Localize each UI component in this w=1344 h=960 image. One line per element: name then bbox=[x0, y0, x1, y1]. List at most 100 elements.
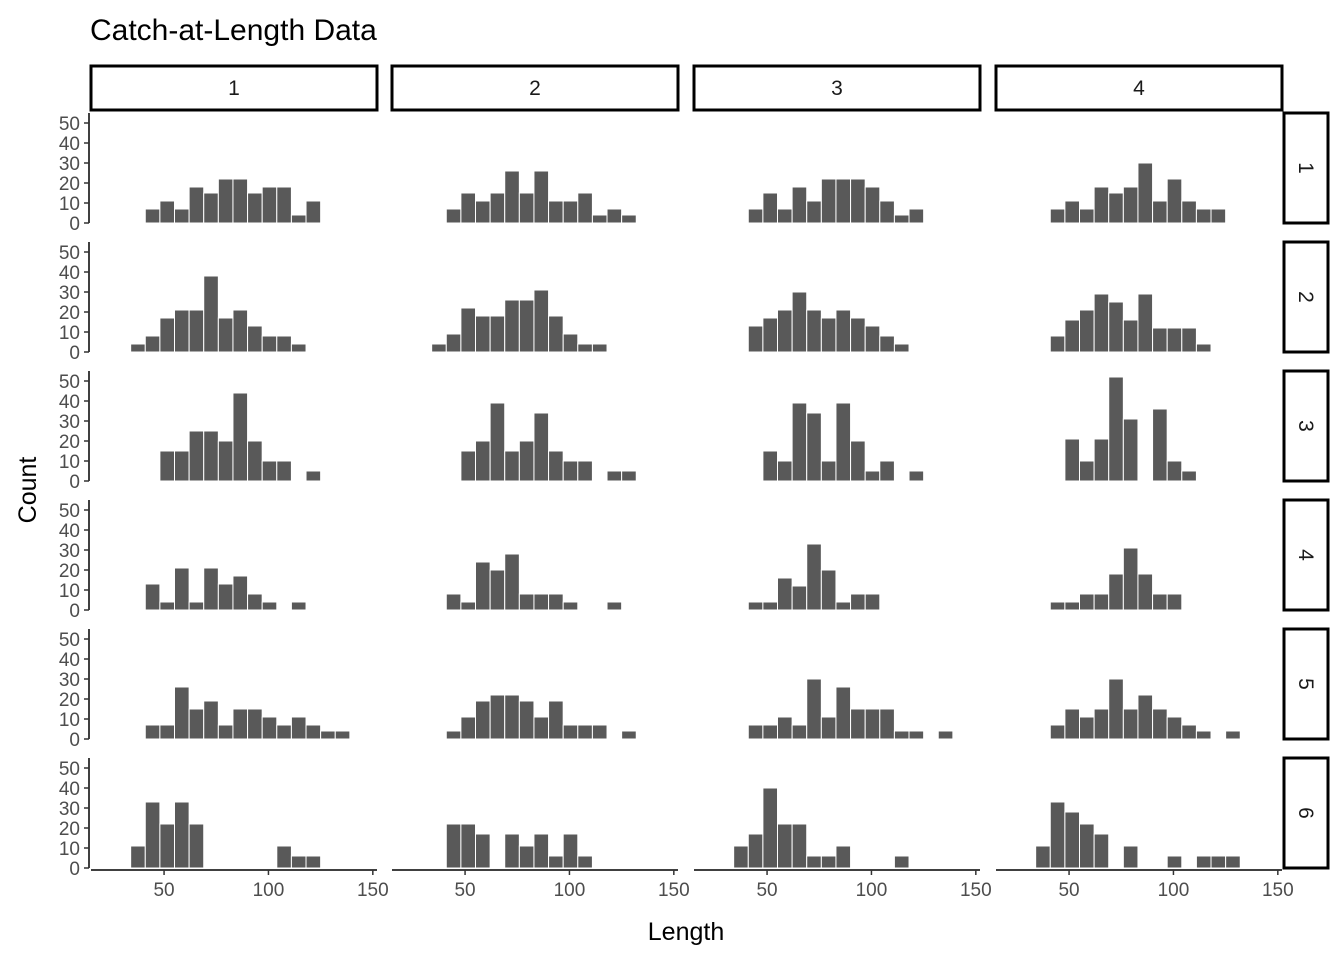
histogram-bar bbox=[850, 593, 866, 611]
row-strip-label: 6 bbox=[1294, 807, 1317, 819]
histogram-bar bbox=[504, 833, 520, 869]
histogram-bar bbox=[562, 333, 579, 353]
panel-r5-c1 bbox=[144, 686, 351, 740]
row-strip-label: 5 bbox=[1294, 678, 1317, 690]
column-strip-4 bbox=[994, 64, 1284, 112]
histogram-bar bbox=[1108, 376, 1124, 482]
histogram-bar bbox=[247, 192, 263, 224]
histogram-bar bbox=[762, 317, 779, 353]
histogram-bar bbox=[489, 192, 506, 224]
y-tick-label: 10 bbox=[59, 323, 80, 344]
histogram-bar bbox=[518, 845, 535, 869]
histogram-bar bbox=[777, 823, 793, 869]
histogram-bar bbox=[937, 730, 954, 740]
y-tick-label: 10 bbox=[59, 710, 80, 731]
histogram-bar bbox=[835, 686, 852, 740]
histogram-bar bbox=[504, 694, 520, 740]
histogram-bar bbox=[606, 470, 623, 482]
histogram-bar bbox=[747, 601, 764, 611]
histogram-bar bbox=[1166, 178, 1183, 224]
y-tick-label: 30 bbox=[59, 541, 80, 562]
histogram-bar bbox=[835, 402, 852, 482]
histogram-bar bbox=[1122, 418, 1139, 482]
row-strip-5 bbox=[1282, 627, 1330, 741]
histogram-bar bbox=[533, 170, 550, 224]
histogram-bar bbox=[144, 335, 161, 353]
histogram-bar bbox=[1064, 200, 1081, 224]
histogram-bar bbox=[144, 724, 161, 740]
panel-r6-c4 bbox=[1035, 801, 1241, 869]
histogram-bar bbox=[850, 317, 866, 353]
histogram-bar bbox=[820, 569, 837, 611]
histogram-bar bbox=[290, 214, 307, 224]
column-strip-label: 4 bbox=[1133, 77, 1145, 100]
histogram-bar bbox=[247, 593, 263, 611]
histogram-bar bbox=[1195, 730, 1212, 740]
histogram-bar bbox=[188, 601, 205, 611]
panel-r2-c2 bbox=[431, 289, 608, 353]
histogram-bar bbox=[806, 309, 822, 353]
histogram-bar bbox=[577, 460, 593, 482]
x-tick-label: 50 bbox=[153, 880, 174, 901]
histogram-bar bbox=[203, 192, 219, 224]
histogram-bar bbox=[445, 593, 462, 611]
histogram-bar bbox=[1122, 186, 1139, 224]
histogram-bar bbox=[1079, 593, 1095, 611]
histogram-bar bbox=[762, 724, 779, 740]
panel-r2-c4 bbox=[1049, 293, 1212, 353]
panel-r3-c2 bbox=[460, 402, 637, 482]
histogram-bar bbox=[1093, 833, 1110, 869]
histogram-bar bbox=[1079, 823, 1095, 869]
histogram-bar bbox=[504, 299, 520, 353]
histogram-bar bbox=[879, 708, 895, 740]
histogram-bar bbox=[893, 214, 910, 224]
histogram-bar bbox=[334, 730, 351, 740]
histogram-bar bbox=[777, 577, 793, 611]
histogram-bar bbox=[548, 855, 564, 869]
panel-r1-c1 bbox=[144, 178, 322, 224]
x-axis-title: Length bbox=[648, 918, 724, 946]
histogram-bar bbox=[518, 593, 535, 611]
histogram-bar bbox=[747, 208, 764, 224]
row-strip-label: 2 bbox=[1294, 291, 1317, 303]
y-tick-label: 0 bbox=[69, 730, 80, 751]
panel-r1-c2 bbox=[445, 170, 637, 224]
histogram-bar bbox=[203, 700, 219, 740]
histogram-bar bbox=[460, 307, 477, 353]
histogram-bar bbox=[1108, 678, 1124, 740]
histogram-bar bbox=[1210, 208, 1227, 224]
histogram-bar bbox=[1049, 208, 1066, 224]
histogram-bar bbox=[791, 823, 808, 869]
y-tick-label: 40 bbox=[59, 521, 80, 542]
y-tick-label: 20 bbox=[59, 819, 80, 840]
histogram-bar bbox=[1122, 547, 1139, 611]
histogram-bar bbox=[130, 343, 146, 353]
y-tick-label: 30 bbox=[59, 412, 80, 433]
y-tick-label: 0 bbox=[69, 472, 80, 493]
histogram-bar bbox=[1137, 162, 1154, 224]
column-strip-2 bbox=[390, 64, 680, 112]
histogram-bar bbox=[1108, 192, 1124, 224]
panel-r3-c4 bbox=[1064, 376, 1197, 482]
histogram-bar bbox=[1108, 573, 1124, 611]
y-tick-label: 10 bbox=[59, 452, 80, 473]
panel-r6-c3 bbox=[733, 787, 910, 869]
panel-r1-c3 bbox=[747, 178, 925, 224]
histogram-bar bbox=[1079, 460, 1095, 482]
y-axis-title: Count bbox=[14, 457, 42, 524]
histogram-bar bbox=[1049, 601, 1066, 611]
column-strip-label: 1 bbox=[228, 77, 240, 100]
histogram-bar bbox=[159, 200, 176, 224]
histogram-bar bbox=[1225, 730, 1241, 740]
y-tick-label: 0 bbox=[69, 214, 80, 235]
histogram-bar bbox=[1152, 327, 1168, 353]
histogram-bar bbox=[290, 343, 307, 353]
histogram-bar bbox=[1152, 408, 1168, 482]
y-tick-label: 10 bbox=[59, 839, 80, 860]
histogram-bar bbox=[460, 450, 477, 482]
histogram-bar bbox=[820, 855, 837, 869]
histogram-bar bbox=[621, 730, 637, 740]
histogram-bar bbox=[747, 833, 764, 869]
histogram-bar bbox=[261, 716, 278, 740]
